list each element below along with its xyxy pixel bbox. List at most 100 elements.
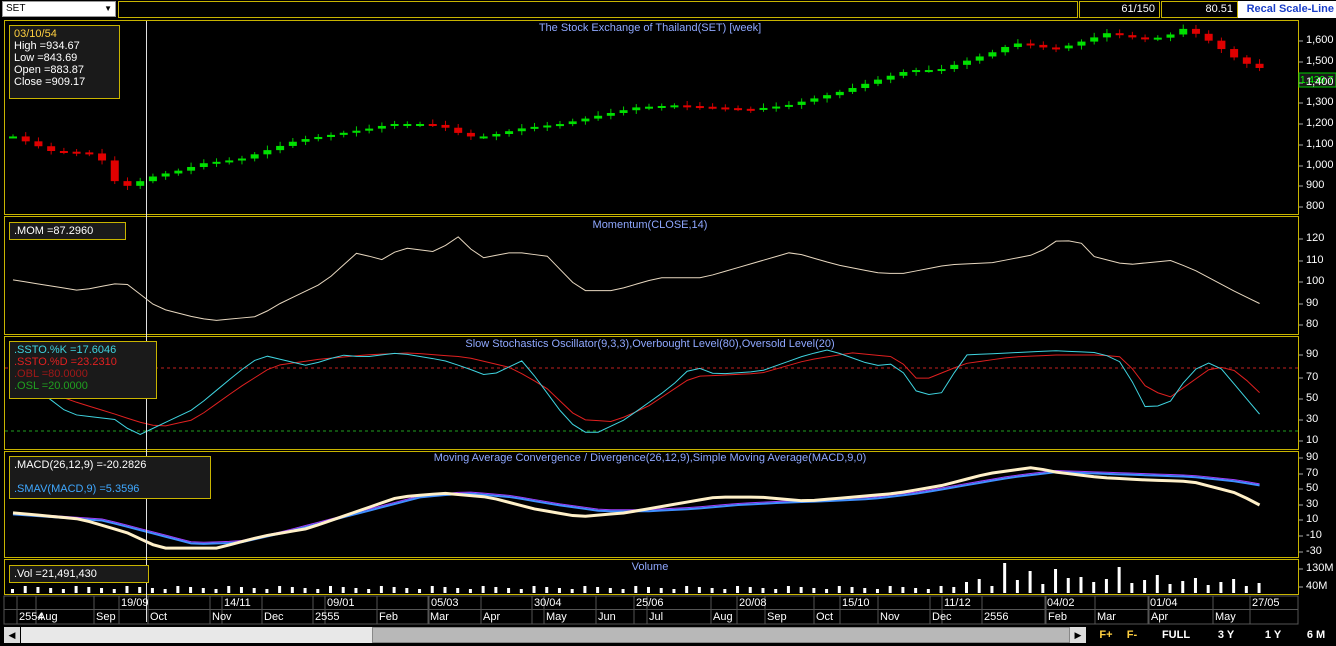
price-axis-tick: 1,600 xyxy=(1306,34,1334,46)
stoch-info-box: .SSTO.%K =17.6046 .SSTO.%D =23.2310 .OBL… xyxy=(9,341,157,399)
price-axis-tick: 1,100 xyxy=(1306,138,1334,150)
stoch-d-line xyxy=(12,352,1260,427)
x-axis-month-label: Feb xyxy=(379,611,398,623)
scroll-left-button[interactable]: ◀ xyxy=(4,627,20,643)
six-month-button[interactable]: 6 M xyxy=(1306,629,1326,641)
zoom-out-button[interactable]: F- xyxy=(1126,629,1138,641)
scrollbar-thumb[interactable] xyxy=(372,627,1070,643)
macd-axis-tick: 90 xyxy=(1306,451,1319,463)
one-year-button[interactable]: 1 Y xyxy=(1264,629,1282,641)
stoch-panel-frame xyxy=(4,336,1299,450)
x-axis-month-label: Dec xyxy=(932,611,952,623)
macd-value: .MACD(26,12,9) =-20.2826 xyxy=(14,459,147,471)
volume-axis-tick: 130M xyxy=(1306,562,1334,574)
last-price-label: 1,439.7 xyxy=(1300,75,1334,86)
x-axis-month-label: 2555 xyxy=(315,611,340,623)
x-axis-month-label: Oct xyxy=(816,611,834,623)
stoch-k-line xyxy=(12,349,1260,435)
x-axis-month-label: Mar xyxy=(430,611,449,623)
toolbar-blank-field xyxy=(118,1,1078,18)
momentum-axis-tick: 120 xyxy=(1306,232,1325,244)
record-counter: 61/150 xyxy=(1079,1,1160,18)
top-toolbar xyxy=(0,0,1336,20)
price-panel-title: The Stock Exchange of Thailand(SET) [wee… xyxy=(538,22,762,34)
symbol-select[interactable]: SET ▼ xyxy=(2,1,116,17)
macd-axis-tick: 10 xyxy=(1306,513,1319,525)
macd-axis-tick: -30 xyxy=(1306,545,1322,557)
x-axis-date-label: 19/09 xyxy=(121,597,149,609)
info-date: 03/10/54 xyxy=(14,28,57,40)
x-axis-month-label: Apr xyxy=(483,611,501,623)
info-low: Low =843.69 xyxy=(14,52,78,64)
x-axis-date-label: 30/04 xyxy=(534,597,562,609)
volume-axis-tick: 40M xyxy=(1306,580,1328,592)
momentum-line xyxy=(12,236,1260,321)
zoom-in-button[interactable]: F+ xyxy=(1099,629,1113,641)
volume-bars xyxy=(11,563,1261,593)
macd-panel-title: Moving Average Convergence / Divergence(… xyxy=(433,452,867,464)
x-axis-date-label: 11/12 xyxy=(944,597,971,609)
volume-info-box: .Vol =21,491,430 xyxy=(9,565,149,583)
info-high: High =934.67 xyxy=(14,40,80,52)
x-axis-date-label: 01/04 xyxy=(1150,597,1178,609)
macd-info-box: .MACD(26,12,9) =-20.2826 .SMAV(MACD,9) =… xyxy=(9,456,211,499)
x-axis-date-label: 05/03 xyxy=(431,597,459,609)
x-axis-month-label: Mar xyxy=(1097,611,1116,623)
three-year-button[interactable]: 3 Y xyxy=(1217,629,1235,641)
x-axis-date-label: 04/02 xyxy=(1047,597,1075,609)
x-axis-month-label: Jul xyxy=(649,611,664,623)
x-axis-date-label: 09/01 xyxy=(327,597,355,609)
x-axis-month-label: Aug xyxy=(38,611,58,623)
macd-axis-tick: 30 xyxy=(1306,498,1319,510)
momentum-axis-tick: 80 xyxy=(1306,318,1319,330)
x-axis-month-label: May xyxy=(546,611,567,623)
x-axis-date-label: 25/06 xyxy=(636,597,664,609)
macd-spacer xyxy=(14,471,206,483)
momentum-panel-frame xyxy=(4,216,1299,335)
price-axis-tick: 800 xyxy=(1306,200,1325,212)
price-axis-tick: 900 xyxy=(1306,179,1325,191)
x-axis-date-label: 20/08 xyxy=(739,597,767,609)
stoch-axis-tick: 90 xyxy=(1306,348,1319,360)
stoch-osl-value: .OSL =20.0000 xyxy=(14,380,88,392)
momentum-panel-title: Momentum(CLOSE,14) xyxy=(592,219,708,231)
x-axis-month-label: Sep xyxy=(767,611,787,623)
chevron-down-icon[interactable]: ▼ xyxy=(104,4,112,13)
macd-axis-tick: 50 xyxy=(1306,482,1319,494)
info-close: Close =909.17 xyxy=(14,76,86,88)
symbol-value: SET xyxy=(6,3,26,14)
macd-line xyxy=(12,466,1261,550)
cursor-value: 80.51 xyxy=(1161,1,1238,18)
momentum-info-box: .MOM =87.2960 xyxy=(9,222,126,240)
x-axis-month-label: Jun xyxy=(598,611,616,623)
scroll-right-button[interactable]: ▶ xyxy=(1070,627,1086,643)
x-axis-month-label: Nov xyxy=(212,611,232,623)
stoch-k-value: .SSTO.%K =17.6046 xyxy=(14,344,117,356)
price-panel-frame xyxy=(4,20,1299,215)
volume-panel-title: Volume xyxy=(631,561,669,573)
x-axis-date-label: 15/10 xyxy=(842,597,870,609)
price-axis-tick: 1,400 xyxy=(1306,76,1334,88)
x-axis-month-label: May xyxy=(1215,611,1236,623)
macd-axis-tick: -10 xyxy=(1306,529,1322,541)
x-axis-month-label: Nov xyxy=(880,611,900,623)
price-candles xyxy=(9,24,1264,190)
recal-scale-line-button[interactable]: Recal Scale-Line xyxy=(1238,1,1336,18)
volume-panel-frame xyxy=(4,559,1299,595)
full-range-button[interactable]: FULL xyxy=(1161,629,1191,641)
stoch-obl-value: .OBL =80.0000 xyxy=(14,368,88,380)
stoch-panel-title: Slow Stochastics Oscillator(9,3,3),Overb… xyxy=(465,338,835,350)
stoch-axis-tick: 70 xyxy=(1306,371,1319,383)
x-axis-month-label: 2554 xyxy=(19,611,44,623)
price-axis-tick: 1,000 xyxy=(1306,159,1334,171)
price-axis-tick: 1,300 xyxy=(1306,96,1334,108)
price-axis-tick: 1,200 xyxy=(1306,117,1334,129)
x-axis-month-label: Oct xyxy=(150,611,168,623)
x-axis-month-label: Apr xyxy=(1151,611,1169,623)
momentum-axis-tick: 100 xyxy=(1306,275,1325,287)
x-axis-month-label: 2556 xyxy=(984,611,1009,623)
x-axis-date-label: 27/05 xyxy=(1252,597,1280,609)
last-price-marker xyxy=(1298,72,1336,88)
smav-value: .SMAV(MACD,9) =5.3596 xyxy=(14,483,140,495)
